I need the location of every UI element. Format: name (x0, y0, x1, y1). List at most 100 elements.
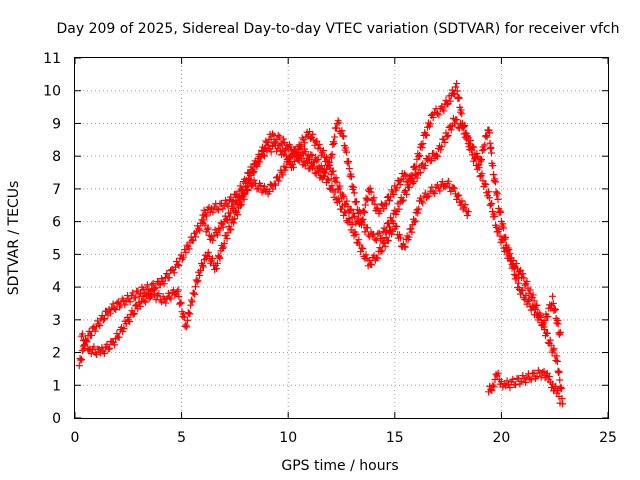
data-point-marker (501, 235, 509, 243)
data-point-marker (242, 179, 250, 187)
data-point-marker (126, 298, 134, 306)
data-point-marker (396, 231, 404, 239)
data-point-marker (418, 144, 426, 152)
data-point-marker (95, 320, 103, 328)
data-point-marker (536, 311, 544, 319)
data-point-marker (371, 200, 379, 208)
data-point-marker (381, 228, 389, 236)
data-point-marker (352, 198, 360, 206)
data-point-marker (227, 226, 235, 234)
data-point-marker (443, 100, 451, 108)
data-points (75, 80, 567, 408)
data-point-marker (129, 311, 137, 319)
data-point-marker (505, 246, 513, 254)
data-point-marker (507, 254, 515, 262)
data-point-marker (325, 176, 333, 184)
data-point-marker (203, 212, 211, 220)
y-tick-label: 11 (43, 51, 61, 67)
data-point-marker (453, 87, 461, 95)
data-point-marker (552, 356, 560, 364)
data-point-marker (496, 232, 504, 240)
data-point-marker (136, 302, 144, 310)
data-point-marker (423, 131, 431, 139)
data-point-marker (482, 180, 490, 188)
data-point-marker (473, 149, 481, 157)
data-point-marker (93, 351, 101, 359)
data-point-marker (77, 356, 85, 364)
data-point-marker (532, 305, 540, 313)
data-point-marker (513, 275, 521, 283)
data-point-marker (492, 188, 500, 196)
data-point-marker (483, 133, 491, 141)
data-point-marker (359, 245, 367, 253)
data-point-marker (458, 197, 466, 205)
data-point-marker (165, 274, 173, 282)
data-point-marker (265, 187, 273, 195)
data-point-marker (440, 107, 448, 115)
data-point-marker (403, 178, 411, 186)
data-point-marker (113, 299, 121, 307)
data-point-marker (85, 346, 93, 354)
data-point-marker (301, 139, 309, 147)
data-point-marker (290, 157, 298, 165)
data-point-marker (348, 182, 356, 190)
data-point-marker (252, 161, 260, 169)
data-point-marker (493, 189, 501, 197)
data-point-marker (485, 194, 493, 202)
data-point-marker (244, 187, 252, 195)
y-tick-label: 10 (43, 84, 61, 100)
data-point-marker (477, 157, 485, 165)
data-point-marker (187, 296, 195, 304)
data-point-marker (450, 184, 458, 192)
data-point-marker (493, 191, 501, 199)
data-point-marker (550, 345, 558, 353)
data-point-marker (112, 306, 120, 314)
data-point-marker (191, 283, 199, 291)
data-point-marker (521, 281, 529, 289)
data-point-marker (489, 161, 497, 169)
data-point-marker (395, 205, 403, 213)
data-point-marker (215, 253, 223, 261)
data-point-marker (405, 233, 413, 241)
data-point-marker (141, 298, 149, 306)
data-point-marker (368, 261, 376, 269)
data-point-marker (130, 310, 138, 317)
data-point-marker (124, 316, 132, 324)
data-point-marker (458, 110, 466, 118)
data-point-marker (229, 197, 237, 205)
data-point-marker (175, 293, 183, 301)
data-point-marker (301, 162, 309, 170)
data-point-marker (183, 241, 191, 249)
data-point-marker (170, 269, 178, 277)
data-point-marker (308, 151, 316, 159)
data-point-marker (347, 173, 355, 181)
data-point-marker (160, 280, 168, 288)
data-point-marker (433, 109, 441, 117)
data-point-marker (333, 124, 341, 132)
data-point-marker (416, 169, 424, 177)
data-point-marker (275, 177, 283, 185)
data-point-marker (350, 189, 358, 197)
data-point-marker (175, 261, 183, 269)
data-point-marker (478, 156, 486, 164)
data-point-marker (490, 383, 498, 391)
data-point-marker (339, 191, 347, 199)
data-point-marker (461, 201, 469, 209)
x-tick-label: 10 (279, 430, 297, 446)
data-point-marker (464, 208, 472, 216)
data-point-marker (139, 293, 147, 301)
data-point-marker (417, 140, 425, 148)
data-point-marker (449, 90, 457, 98)
data-point-marker (247, 182, 255, 190)
data-point-marker (213, 264, 221, 272)
data-point-marker (100, 315, 108, 323)
data-point-marker (345, 157, 353, 165)
y-tick-label: 5 (52, 247, 61, 263)
data-point-marker (488, 387, 496, 395)
data-point-marker (540, 323, 548, 331)
data-point-marker (554, 316, 562, 324)
data-point-marker (190, 289, 198, 297)
data-point-marker (398, 197, 406, 205)
data-point-marker (399, 175, 407, 183)
